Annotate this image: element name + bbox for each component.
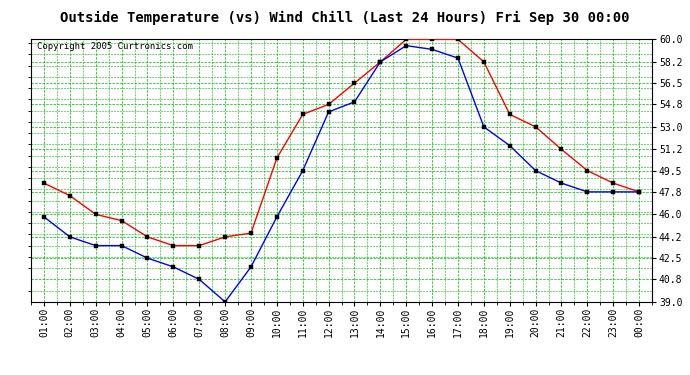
Text: Copyright 2005 Curtronics.com: Copyright 2005 Curtronics.com [37, 42, 193, 51]
Text: Outside Temperature (vs) Wind Chill (Last 24 Hours) Fri Sep 30 00:00: Outside Temperature (vs) Wind Chill (Las… [60, 11, 630, 26]
